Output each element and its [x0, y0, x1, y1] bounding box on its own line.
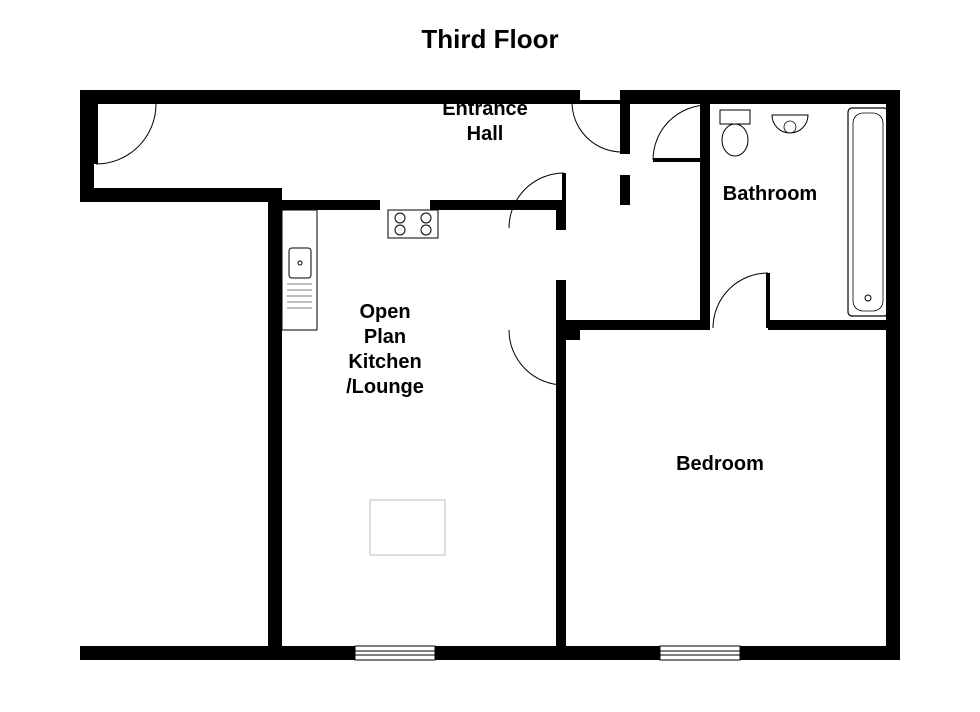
- floorplan-canvas: Third Floor Entrance Hall Bathroom Open …: [0, 0, 980, 712]
- label-bedroom: Bedroom: [640, 452, 800, 477]
- label-bathroom: Bathroom: [690, 182, 850, 207]
- label-kitchen-lounge: Open Plan Kitchen /Lounge: [310, 300, 460, 400]
- label-entrance-hall: Entrance Hall: [395, 97, 575, 147]
